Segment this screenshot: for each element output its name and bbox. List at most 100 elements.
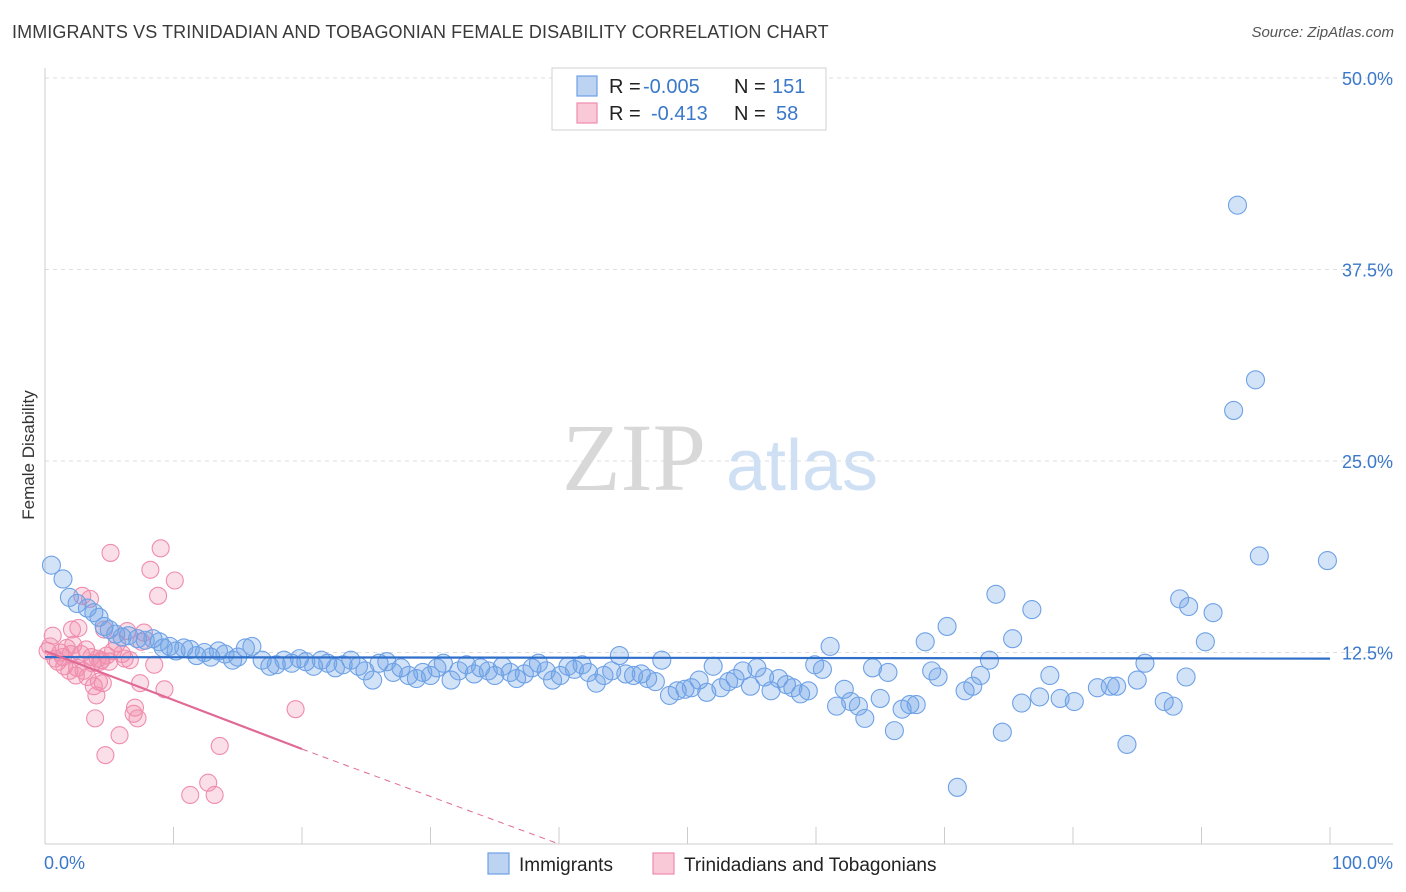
immigrants-trend-line xyxy=(44,655,1331,660)
immigrant-point-12 xyxy=(127,629,148,649)
gridlines xyxy=(45,77,1393,653)
immigrant-point-156 xyxy=(1317,551,1337,571)
trinidadian-point-56 xyxy=(181,785,200,805)
immigrant-point-136 xyxy=(1040,665,1060,686)
immigrant-point-153 xyxy=(1227,195,1248,215)
immigrant-point-110 xyxy=(834,679,854,699)
legend-r-value-2: -0.413 xyxy=(651,103,708,125)
trinidadian-point-45 xyxy=(125,698,144,717)
trinidadian-point-51 xyxy=(145,655,164,674)
immigrant-point-97 xyxy=(740,676,761,696)
immigrant-point-149 xyxy=(1179,596,1199,617)
trinidadian-trend-line xyxy=(44,649,303,751)
immigrant-point-74 xyxy=(572,655,592,675)
trinidadian-trend-extension xyxy=(301,748,560,845)
immigrant-point-105 xyxy=(798,681,818,701)
immigrant-point-131 xyxy=(992,722,1012,742)
immigrant-point-127 xyxy=(963,676,983,696)
immigrant-point-1 xyxy=(53,569,73,589)
immigrant-point-117 xyxy=(884,721,904,741)
watermark-atlas: atlas xyxy=(726,426,878,506)
legend-swatch-trinidadian xyxy=(576,102,598,124)
immigrant-point-121 xyxy=(915,632,935,652)
immigrant-point-2 xyxy=(59,587,79,607)
immigrant-point-85 xyxy=(652,650,672,670)
immigrant-point-26 xyxy=(223,650,243,670)
immigrant-point-96 xyxy=(733,661,753,681)
y-tick-label-3: 50.0% xyxy=(1342,69,1393,89)
legend-n-value-2: 58 xyxy=(776,103,798,125)
trinidadian-point-15 xyxy=(69,618,88,638)
trinidadian-point-11 xyxy=(62,620,82,639)
immigrant-point-112 xyxy=(848,696,868,716)
immigrant-point-84 xyxy=(645,672,665,692)
trinidadian-point-46 xyxy=(128,709,147,728)
immigrant-point-104 xyxy=(791,684,811,704)
trinidadian-point-2 xyxy=(43,626,62,645)
trinidadian-point-25 xyxy=(86,709,105,728)
bottom-legend: Immigrants Trinidadians and Tobagonians xyxy=(487,852,936,876)
watermark-zip: ZIP xyxy=(562,404,706,511)
immigrant-point-150 xyxy=(1195,632,1215,652)
legend: R = -0.005 N = 151 R = -0.413 N = 58 xyxy=(551,67,827,131)
immigrant-point-91 xyxy=(697,682,717,702)
series-trinidadian-points xyxy=(38,539,305,805)
immigrant-point-140 xyxy=(1100,676,1120,696)
immigrant-point-0 xyxy=(41,555,61,575)
immigrant-point-78 xyxy=(602,661,622,681)
immigrant-point-87 xyxy=(667,681,687,701)
immigrant-point-109 xyxy=(827,696,847,716)
immigrant-point-49 xyxy=(391,658,411,678)
immigrant-point-50 xyxy=(399,665,419,686)
immigrant-point-40 xyxy=(325,658,345,678)
immigrant-point-137 xyxy=(1050,688,1070,709)
trinidadian-point-52 xyxy=(149,586,168,605)
immigrant-point-33 xyxy=(274,650,294,670)
bottom-legend-immigrants: Immigrants xyxy=(519,855,613,876)
immigrant-point-151 xyxy=(1203,603,1223,623)
immigrant-point-83 xyxy=(638,668,658,689)
legend-n-label-2: N = xyxy=(734,103,766,125)
immigrant-point-79 xyxy=(609,646,629,666)
trinidadian-point-50 xyxy=(141,560,160,579)
immigrant-point-18 xyxy=(166,641,186,661)
y-tick-label-2: 37.5% xyxy=(1342,261,1393,281)
x-tick-label-1: 100.0% xyxy=(1332,853,1393,873)
immigrant-point-129 xyxy=(979,650,1000,670)
y-tick-label-0: 12.5% xyxy=(1342,644,1393,664)
immigrant-point-130 xyxy=(986,584,1006,604)
immigrant-point-52 xyxy=(413,662,433,682)
immigrant-point-30 xyxy=(252,650,272,670)
immigrant-point-92 xyxy=(703,656,723,676)
legend-box xyxy=(551,67,827,131)
legend-n-value-1: 151 xyxy=(772,76,805,98)
bottom-legend-trinidadian: Trinidadians and Tobagonians xyxy=(684,855,936,876)
immigrant-point-143 xyxy=(1127,670,1147,690)
immigrant-point-145 xyxy=(1154,691,1174,712)
bottom-legend-swatch-immigrants xyxy=(487,852,510,875)
immigrant-point-57 xyxy=(449,661,469,681)
immigrant-point-113 xyxy=(855,708,875,728)
trinidadian-point-43 xyxy=(120,651,139,670)
immigrant-point-108 xyxy=(820,636,840,656)
immigrant-point-95 xyxy=(725,668,745,689)
trinidadian-point-58 xyxy=(205,785,224,805)
trinidadian-point-53 xyxy=(151,539,170,558)
immigrant-point-3 xyxy=(67,593,87,614)
immigrant-point-128 xyxy=(970,665,991,686)
legend-r-label-1: R = xyxy=(609,76,641,98)
immigrant-point-107 xyxy=(812,659,832,679)
immigrant-point-134 xyxy=(1022,600,1042,620)
immigrant-point-46 xyxy=(369,653,389,673)
watermark: ZIP atlas xyxy=(562,404,878,511)
immigrant-point-55 xyxy=(433,653,453,673)
immigrant-point-124 xyxy=(937,616,957,637)
immigrant-point-142 xyxy=(1117,734,1137,754)
trinidadian-point-36 xyxy=(101,543,120,562)
trend-lines xyxy=(44,649,1331,845)
immigrant-point-152 xyxy=(1224,400,1244,420)
immigrant-point-144 xyxy=(1135,653,1155,673)
immigrant-point-135 xyxy=(1030,687,1050,707)
immigrant-point-75 xyxy=(579,662,599,682)
